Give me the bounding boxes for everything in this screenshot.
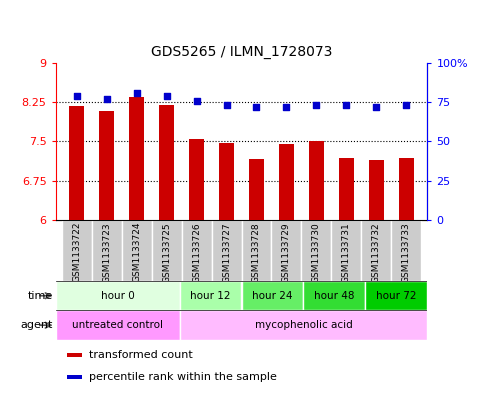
Bar — [361, 220, 391, 281]
Text: GSM1133723: GSM1133723 — [102, 222, 111, 283]
Text: time: time — [28, 291, 53, 301]
Bar — [279, 144, 294, 220]
Bar — [366, 281, 427, 310]
Text: hour 24: hour 24 — [252, 291, 293, 301]
Bar — [339, 158, 354, 220]
Bar — [242, 281, 303, 310]
Point — [133, 90, 141, 96]
Text: GSM1133732: GSM1133732 — [372, 222, 381, 283]
Text: hour 0: hour 0 — [100, 291, 134, 301]
Text: GDS5265 / ILMN_1728073: GDS5265 / ILMN_1728073 — [151, 45, 332, 59]
Bar — [391, 220, 422, 281]
Text: hour 12: hour 12 — [190, 291, 231, 301]
Bar — [189, 139, 204, 220]
Text: transformed count: transformed count — [89, 350, 193, 360]
Point — [223, 102, 230, 108]
Bar — [303, 281, 366, 310]
Text: mycophenolic acid: mycophenolic acid — [255, 320, 353, 330]
Point — [193, 97, 200, 104]
Bar — [271, 220, 301, 281]
Bar — [331, 220, 361, 281]
Bar — [159, 105, 174, 220]
Bar — [129, 97, 144, 220]
Bar — [180, 310, 427, 340]
Bar — [56, 281, 180, 310]
Text: GSM1133726: GSM1133726 — [192, 222, 201, 283]
Point — [72, 93, 80, 99]
Bar — [242, 220, 271, 281]
Bar — [67, 375, 82, 379]
Text: GSM1133725: GSM1133725 — [162, 222, 171, 283]
Text: GSM1133733: GSM1133733 — [402, 222, 411, 283]
Bar — [249, 159, 264, 220]
Bar — [61, 220, 92, 281]
Bar — [92, 220, 122, 281]
Bar — [180, 281, 242, 310]
Point — [283, 104, 290, 110]
Bar — [212, 220, 242, 281]
Text: GSM1133727: GSM1133727 — [222, 222, 231, 283]
Point — [372, 104, 380, 110]
Bar — [182, 220, 212, 281]
Text: GSM1133731: GSM1133731 — [342, 222, 351, 283]
Bar — [369, 160, 384, 220]
Bar — [99, 111, 114, 220]
Point — [253, 104, 260, 110]
Text: GSM1133728: GSM1133728 — [252, 222, 261, 283]
Bar — [309, 141, 324, 220]
Text: agent: agent — [21, 320, 53, 330]
Bar — [399, 158, 414, 220]
Text: hour 72: hour 72 — [376, 291, 417, 301]
Bar — [122, 220, 152, 281]
Text: percentile rank within the sample: percentile rank within the sample — [89, 372, 277, 382]
Text: GSM1133724: GSM1133724 — [132, 222, 141, 283]
Bar — [67, 353, 82, 357]
Text: GSM1133729: GSM1133729 — [282, 222, 291, 283]
Bar — [152, 220, 182, 281]
Bar — [56, 310, 180, 340]
Text: GSM1133722: GSM1133722 — [72, 222, 81, 283]
Point — [342, 102, 350, 108]
Point — [313, 102, 320, 108]
Bar — [219, 143, 234, 220]
Text: hour 48: hour 48 — [314, 291, 355, 301]
Text: untreated control: untreated control — [72, 320, 163, 330]
Point — [163, 93, 170, 99]
Point — [103, 96, 111, 102]
Point — [403, 102, 411, 108]
Bar — [301, 220, 331, 281]
Bar — [69, 107, 84, 220]
Text: GSM1133730: GSM1133730 — [312, 222, 321, 283]
